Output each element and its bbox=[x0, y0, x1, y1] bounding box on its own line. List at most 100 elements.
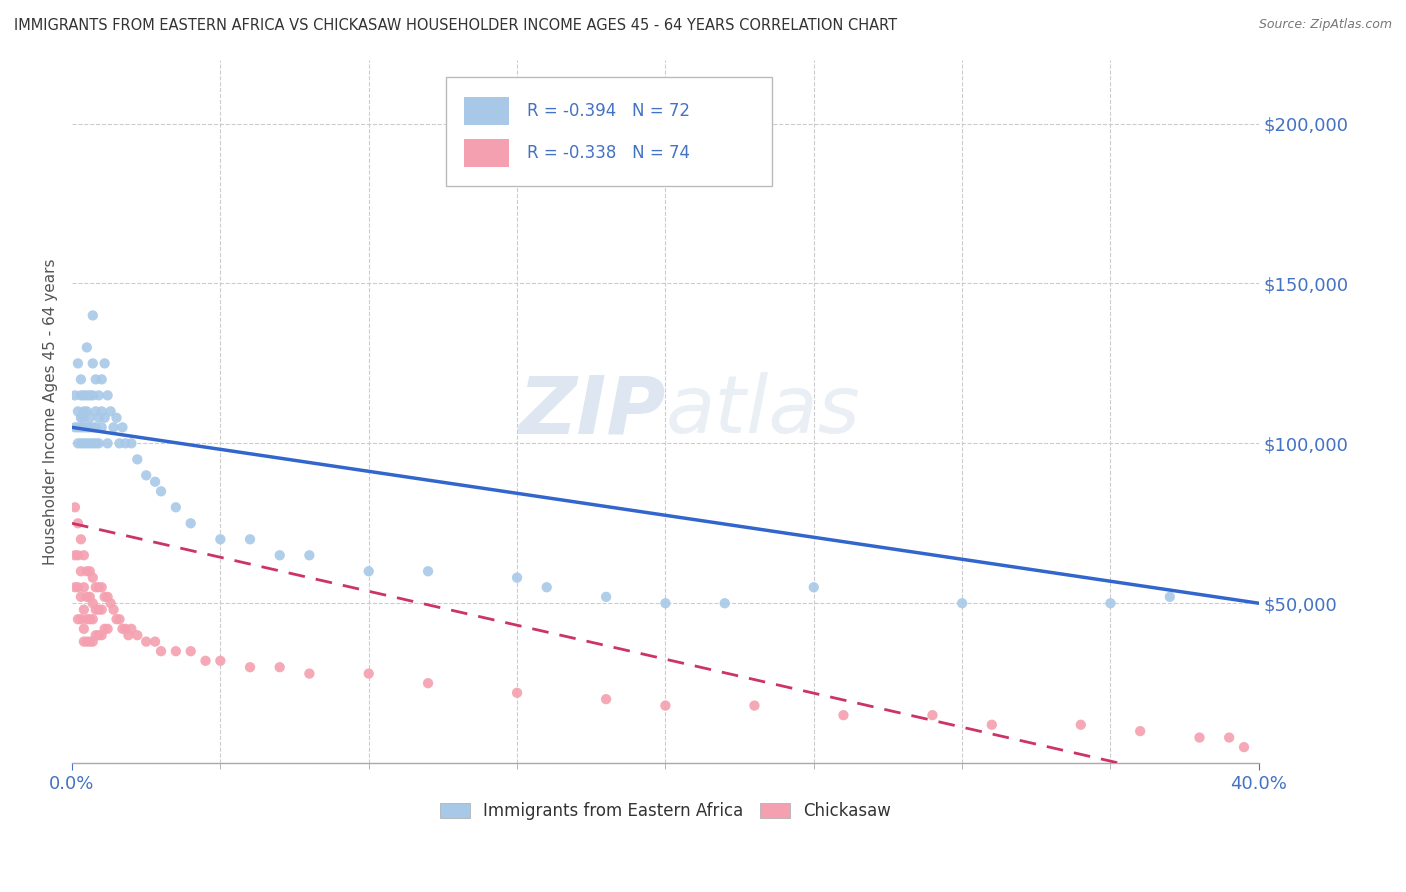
Point bbox=[63, 500, 86, 515]
Point bbox=[84, 436, 107, 450]
Point bbox=[357, 666, 380, 681]
Text: R = -0.338   N = 74: R = -0.338 N = 74 bbox=[527, 145, 689, 162]
Point bbox=[1099, 596, 1122, 610]
Point bbox=[103, 602, 125, 616]
Point bbox=[1188, 731, 1211, 745]
Point bbox=[950, 596, 973, 610]
Point bbox=[70, 388, 93, 402]
Point bbox=[97, 590, 120, 604]
Point bbox=[93, 590, 115, 604]
Point bbox=[165, 500, 187, 515]
Point bbox=[73, 436, 96, 450]
Point bbox=[63, 388, 86, 402]
Point bbox=[143, 475, 166, 489]
Point bbox=[90, 628, 112, 642]
Point bbox=[90, 580, 112, 594]
Point bbox=[108, 612, 131, 626]
Point bbox=[87, 628, 110, 642]
Point bbox=[76, 612, 98, 626]
Point bbox=[66, 612, 89, 626]
Point bbox=[97, 388, 120, 402]
Point bbox=[73, 548, 96, 562]
Point bbox=[84, 602, 107, 616]
Point bbox=[79, 410, 101, 425]
Point bbox=[79, 436, 101, 450]
Point bbox=[76, 420, 98, 434]
Point bbox=[269, 548, 291, 562]
Point bbox=[127, 628, 149, 642]
Point bbox=[239, 660, 262, 674]
Point bbox=[76, 404, 98, 418]
Point bbox=[84, 372, 107, 386]
Point bbox=[73, 634, 96, 648]
Point bbox=[90, 602, 112, 616]
Point bbox=[595, 590, 617, 604]
Point bbox=[357, 564, 380, 578]
Point bbox=[120, 622, 142, 636]
Point bbox=[654, 698, 676, 713]
FancyBboxPatch shape bbox=[446, 78, 772, 186]
Point bbox=[1218, 731, 1240, 745]
Point bbox=[93, 410, 115, 425]
Point bbox=[595, 692, 617, 706]
Point bbox=[111, 622, 134, 636]
Text: ZIP: ZIP bbox=[517, 372, 665, 450]
Point bbox=[298, 666, 321, 681]
Text: Source: ZipAtlas.com: Source: ZipAtlas.com bbox=[1258, 18, 1392, 31]
Point bbox=[82, 309, 104, 323]
Point bbox=[117, 628, 139, 642]
Point bbox=[87, 388, 110, 402]
Point bbox=[90, 404, 112, 418]
Text: IMMIGRANTS FROM EASTERN AFRICA VS CHICKASAW HOUSEHOLDER INCOME AGES 45 - 64 YEAR: IMMIGRANTS FROM EASTERN AFRICA VS CHICKA… bbox=[14, 18, 897, 33]
Point bbox=[76, 436, 98, 450]
Point bbox=[87, 580, 110, 594]
Point bbox=[713, 596, 735, 610]
Point bbox=[803, 580, 825, 594]
Point bbox=[87, 410, 110, 425]
Point bbox=[1129, 724, 1152, 739]
Point bbox=[66, 356, 89, 370]
Point bbox=[76, 564, 98, 578]
Point bbox=[82, 634, 104, 648]
Point bbox=[269, 660, 291, 674]
Point bbox=[93, 622, 115, 636]
Point bbox=[506, 686, 529, 700]
Point bbox=[79, 420, 101, 434]
Point bbox=[100, 596, 122, 610]
Point bbox=[1159, 590, 1181, 604]
Point bbox=[1070, 718, 1092, 732]
Legend: Immigrants from Eastern Africa, Chickasaw: Immigrants from Eastern Africa, Chickasa… bbox=[434, 797, 896, 825]
Point bbox=[536, 580, 558, 594]
Point bbox=[87, 436, 110, 450]
Point bbox=[82, 612, 104, 626]
Point bbox=[832, 708, 855, 723]
Text: atlas: atlas bbox=[665, 372, 860, 450]
Point bbox=[298, 548, 321, 562]
Point bbox=[180, 516, 202, 531]
Point bbox=[66, 580, 89, 594]
Point bbox=[84, 420, 107, 434]
Point bbox=[165, 644, 187, 658]
Point bbox=[105, 612, 128, 626]
Point bbox=[105, 410, 128, 425]
Point bbox=[90, 420, 112, 434]
Point bbox=[654, 596, 676, 610]
Point bbox=[63, 420, 86, 434]
Point bbox=[70, 372, 93, 386]
Point bbox=[70, 410, 93, 425]
Point bbox=[82, 596, 104, 610]
Point bbox=[70, 533, 93, 547]
Point bbox=[744, 698, 766, 713]
Point bbox=[82, 571, 104, 585]
Point bbox=[82, 356, 104, 370]
Point bbox=[108, 436, 131, 450]
Y-axis label: Householder Income Ages 45 - 64 years: Householder Income Ages 45 - 64 years bbox=[44, 258, 58, 565]
Point bbox=[150, 644, 173, 658]
Point bbox=[84, 580, 107, 594]
Point bbox=[73, 420, 96, 434]
Point bbox=[70, 564, 93, 578]
Point bbox=[97, 436, 120, 450]
Point bbox=[209, 654, 232, 668]
Point bbox=[76, 634, 98, 648]
Point bbox=[82, 436, 104, 450]
